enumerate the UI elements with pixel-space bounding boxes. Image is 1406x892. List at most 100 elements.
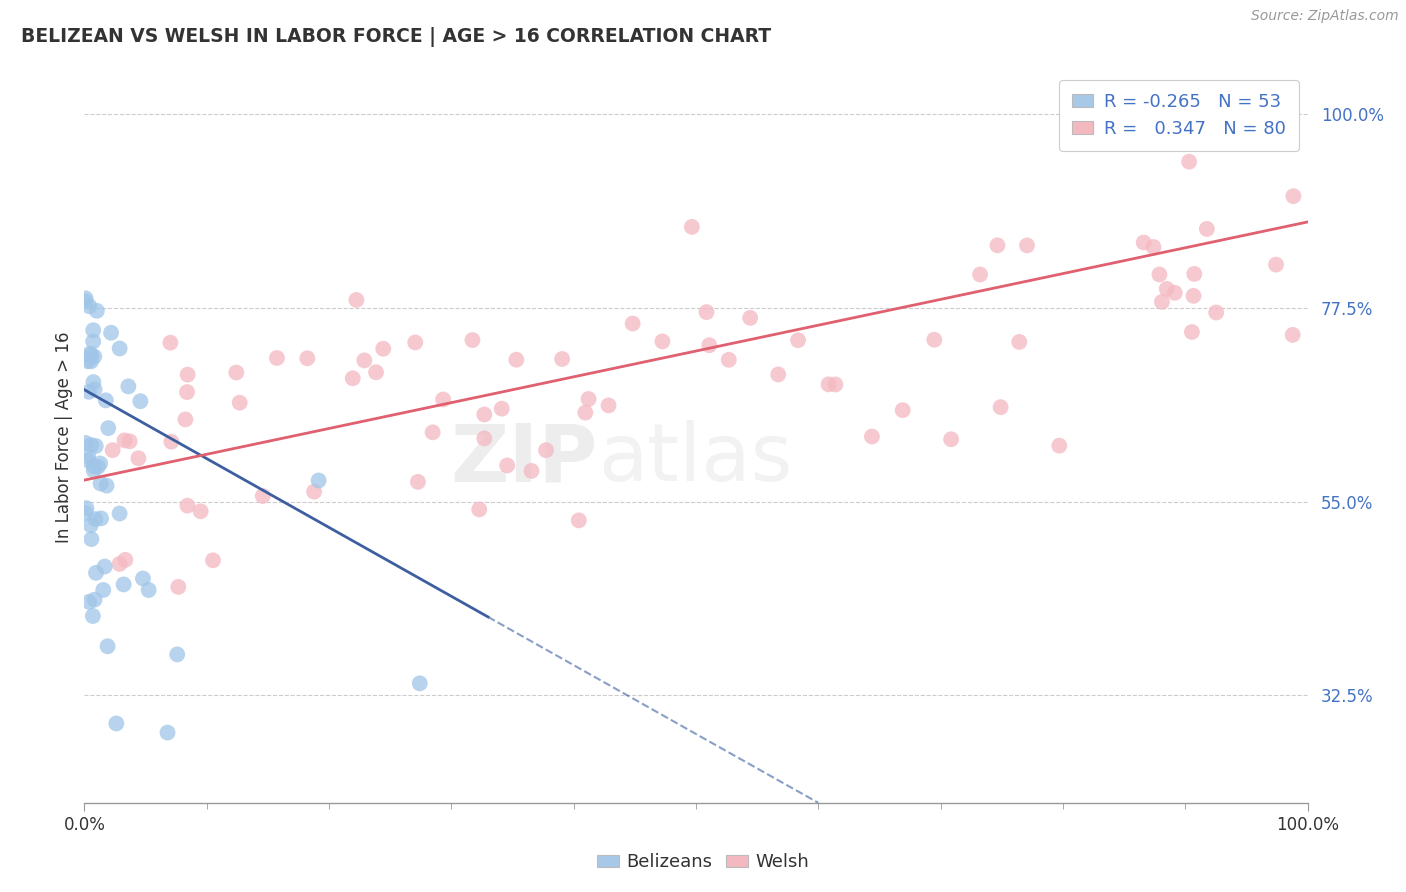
Point — [364, 365, 387, 379]
Point — [108, 557, 131, 571]
Point — [160, 434, 183, 449]
Point — [344, 293, 367, 307]
Point — [491, 401, 513, 416]
Point — [101, 443, 124, 458]
Point — [82, 609, 104, 624]
Point — [75, 294, 97, 309]
Point — [118, 434, 141, 449]
Point — [89, 457, 111, 471]
Point — [651, 334, 673, 349]
Point — [159, 335, 181, 350]
Point — [717, 352, 740, 367]
Point — [90, 511, 112, 525]
Point — [86, 303, 108, 318]
Point — [696, 305, 718, 319]
Point — [132, 572, 155, 586]
Point — [201, 553, 224, 567]
Point — [87, 459, 110, 474]
Point — [817, 377, 839, 392]
Point — [112, 577, 135, 591]
Point — [75, 292, 97, 306]
Point — [176, 385, 198, 400]
Point — [80, 518, 103, 533]
Point — [422, 425, 444, 440]
Point — [176, 499, 198, 513]
Point — [252, 489, 274, 503]
Point — [939, 432, 962, 446]
Point — [1149, 268, 1171, 282]
Point — [342, 371, 364, 385]
Point — [598, 399, 620, 413]
Point — [76, 354, 98, 368]
Point — [505, 352, 527, 367]
Point — [80, 438, 103, 452]
Point — [1164, 285, 1187, 300]
Point — [472, 431, 495, 445]
Point — [1150, 294, 1173, 309]
Point — [740, 310, 762, 325]
Point — [472, 408, 495, 422]
Point — [1142, 240, 1164, 254]
Point — [82, 375, 104, 389]
Point — [83, 459, 105, 474]
Point — [190, 504, 212, 518]
Point — [138, 582, 160, 597]
Point — [766, 368, 789, 382]
Point — [1008, 334, 1031, 349]
Point — [80, 532, 103, 546]
Point — [83, 592, 105, 607]
Point — [94, 393, 117, 408]
Point — [75, 436, 97, 450]
Point — [1178, 154, 1201, 169]
Point — [96, 478, 118, 492]
Text: BELIZEAN VS WELSH IN LABOR FORCE | AGE > 16 CORRELATION CHART: BELIZEAN VS WELSH IN LABOR FORCE | AGE >… — [21, 27, 772, 46]
Point — [90, 476, 112, 491]
Point — [166, 648, 188, 662]
Point — [409, 676, 432, 690]
Point — [83, 463, 105, 477]
Point — [79, 346, 101, 360]
Point — [302, 484, 325, 499]
Point — [75, 501, 97, 516]
Point — [986, 238, 1008, 252]
Point — [228, 395, 250, 409]
Point — [83, 350, 105, 364]
Point — [1281, 327, 1303, 342]
Point — [468, 502, 491, 516]
Point — [114, 553, 136, 567]
Point — [1195, 222, 1218, 236]
Point — [1015, 238, 1038, 252]
Text: Source: ZipAtlas.com: Source: ZipAtlas.com — [1251, 9, 1399, 23]
Point — [1265, 258, 1288, 272]
Point — [568, 513, 591, 527]
Point — [496, 458, 519, 473]
Point — [353, 353, 375, 368]
Point — [551, 351, 574, 366]
Point — [84, 512, 107, 526]
Point — [93, 559, 115, 574]
Point — [174, 412, 197, 426]
Point — [1282, 189, 1305, 203]
Point — [266, 351, 288, 365]
Point — [77, 595, 100, 609]
Point — [83, 383, 105, 397]
Point — [225, 366, 247, 380]
Point — [84, 566, 107, 580]
Point — [308, 474, 330, 488]
Point — [1182, 267, 1205, 281]
Text: ZIP: ZIP — [451, 420, 598, 498]
Point — [461, 333, 484, 347]
Point — [156, 725, 179, 739]
Point — [1156, 282, 1178, 296]
Point — [406, 475, 429, 489]
Point — [1182, 289, 1205, 303]
Point — [167, 580, 190, 594]
Point — [79, 299, 101, 313]
Point — [77, 449, 100, 463]
Point — [520, 464, 543, 478]
Point — [114, 434, 136, 448]
Point — [75, 506, 97, 520]
Point — [1132, 235, 1154, 250]
Point — [108, 507, 131, 521]
Point — [621, 317, 644, 331]
